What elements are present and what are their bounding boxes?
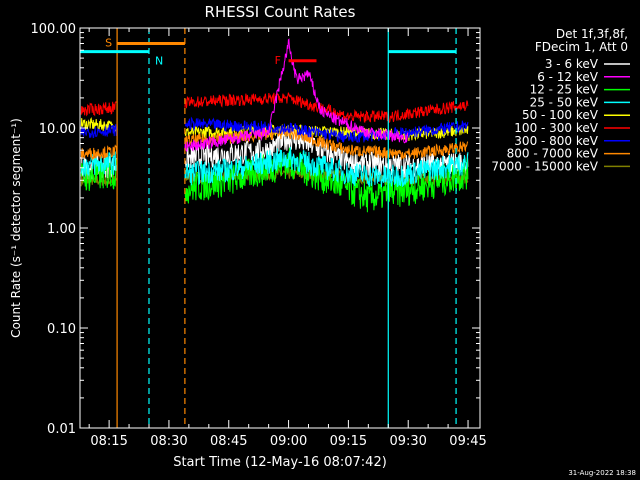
legend-label: 7000 - 15000 keV <box>491 159 598 173</box>
marker-layer: S N F <box>80 28 457 428</box>
x-axis: 08:15 08:30 08:45 09:00 09:15 09:30 09:45 <box>88 28 487 449</box>
y-tick-label: 1.00 <box>47 222 76 237</box>
x-axis-label: Start Time (12-May-16 08:07:42) <box>173 455 387 470</box>
series-line-5-segment-1 <box>184 92 469 124</box>
series-line-1-segment-1 <box>184 38 409 152</box>
y-tick-label: 0.01 <box>47 422 76 437</box>
y-tick-label: 100.00 <box>31 22 77 37</box>
flag-label-F: F <box>275 54 281 67</box>
chart-title: RHESSI Count Rates <box>205 3 356 21</box>
x-tick-label: 08:30 <box>150 434 187 449</box>
series-line-5-segment-0 <box>80 101 118 117</box>
legend-label: 25 - 50 keV <box>530 95 599 109</box>
x-tick-label: 09:15 <box>330 434 367 449</box>
legend-label: 3 - 6 keV <box>545 57 599 71</box>
series-line-3-segment-0 <box>80 151 118 177</box>
y-tick-label: 10.00 <box>39 122 76 137</box>
series-line-4-segment-1 <box>184 123 469 142</box>
legend-title-line: FDecim 1, Att 0 <box>535 40 628 54</box>
y-axis-label: Count Rate (s⁻¹ detector segment⁻¹) <box>9 118 23 338</box>
legend-label: 6 - 12 keV <box>537 70 599 84</box>
series-line-6-segment-1 <box>184 116 469 144</box>
x-tick-label: 08:15 <box>90 434 127 449</box>
legend-title-line: Det 1f,3f,8f, <box>556 27 628 41</box>
series-line-3-segment-1 <box>184 146 469 188</box>
y-tick-label: 0.10 <box>47 322 76 337</box>
flag-label-N: N <box>155 55 163 68</box>
flag-label-S: S <box>105 36 112 49</box>
legend-label: 50 - 100 keV <box>522 108 599 122</box>
x-tick-label: 09:45 <box>449 434 486 449</box>
legend-label: 12 - 25 keV <box>530 83 599 97</box>
y-axis: 0.01 0.10 1.00 10.00 100.00 <box>31 22 480 437</box>
series-line-7-segment-0 <box>80 144 118 161</box>
x-tick-label: 08:45 <box>210 434 247 449</box>
x-tick-label: 09:30 <box>389 434 426 449</box>
legend-label: 800 - 7000 keV <box>507 147 599 161</box>
footer-timestamp: 31-Aug-2022 18:38 <box>568 469 636 477</box>
legend-label: 300 - 800 keV <box>514 134 598 148</box>
series-line-6-segment-0 <box>80 124 118 139</box>
x-tick-label: 09:00 <box>270 434 307 449</box>
legend-label: 100 - 300 keV <box>514 121 598 135</box>
